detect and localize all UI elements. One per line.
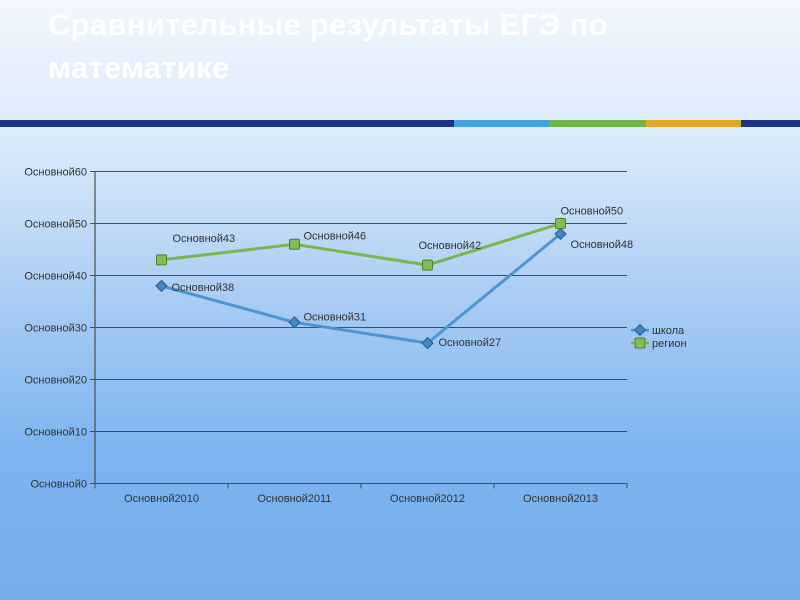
legend-marker-регион	[634, 337, 646, 349]
y-tick-label: Основной30	[24, 323, 87, 335]
accent-bar-segment-light-blue	[454, 120, 549, 127]
series-marker-школа	[288, 316, 301, 329]
x-tick-label: Основной2012	[390, 493, 465, 505]
y-tick-label: Основной50	[24, 219, 87, 231]
slide-title: Сравнительные результаты ЕГЭ по математи…	[48, 7, 608, 85]
series-marker-школа	[554, 227, 567, 241]
x-tick-label: Основной2011	[257, 493, 331, 505]
x-tick-label: Основной2013	[523, 493, 598, 505]
x-tick-label: Основной2010	[124, 493, 199, 505]
data-label: Основной38	[172, 282, 235, 294]
y-tick-label: Основной60	[24, 167, 87, 179]
data-label: Основной50	[561, 206, 624, 218]
data-label: Основной43	[173, 233, 236, 245]
legend-label-регион: регион	[652, 338, 687, 350]
data-label: Основной42	[419, 240, 482, 252]
series-marker-регион	[289, 238, 300, 250]
data-label: Основной31	[304, 311, 367, 323]
series-marker-регион	[555, 218, 566, 229]
legend-marker-школа	[633, 323, 647, 337]
data-label: Основной46	[304, 230, 367, 242]
accent-bar-segment-navy	[0, 120, 454, 127]
accent-bar-segment-navy-end	[741, 120, 800, 127]
accent-bar-segment-orange	[646, 120, 741, 127]
series-marker-регион	[422, 259, 433, 271]
results-chart: Основной0 Основной10 Основной20 Основной30 О…	[24, 167, 687, 506]
series-marker-школа	[155, 279, 168, 293]
y-tick-label: Основной20	[24, 375, 87, 387]
data-label: Основной48	[571, 239, 634, 251]
series-line-школа	[160, 232, 562, 345]
series-line-регион	[160, 222, 562, 267]
y-tick-label: Основной0	[30, 479, 87, 491]
accent-bar-segment-green	[549, 120, 646, 127]
y-tick-label: Основной40	[24, 271, 87, 283]
series-marker-школа	[421, 336, 434, 350]
y-tick-label: Основной10	[24, 427, 87, 439]
series-marker-регион	[156, 254, 167, 266]
chart-container: Основной0 Основной10 Основной20 Основной30 О…	[20, 150, 700, 520]
legend-label-школа: школа	[652, 325, 685, 337]
accent-bar	[0, 120, 800, 127]
data-label: Основной27	[439, 337, 502, 349]
